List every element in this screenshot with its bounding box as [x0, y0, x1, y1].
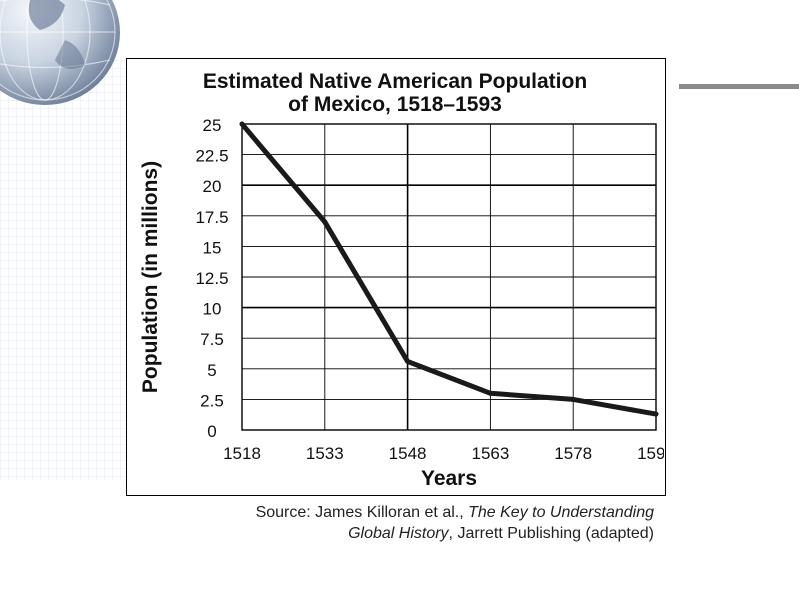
x-tick-label: 1533: [306, 444, 344, 463]
x-tick-label: 1563: [471, 444, 509, 463]
source-line-1: Source: James Killoran et al., The Key t…: [126, 502, 654, 523]
source-line-2: Global History, Jarrett Publishing (adap…: [126, 523, 654, 544]
x-tick-label: 1518: [223, 444, 261, 463]
data-point: [405, 359, 410, 364]
x-axis-label: Years: [421, 467, 477, 490]
y-tick-label: 15: [203, 238, 222, 257]
chart-title: Estimated Native American Population of …: [126, 70, 664, 116]
x-tick-label: 1578: [554, 444, 592, 463]
decorative-line: [679, 84, 799, 89]
x-tick-label: 1593: [637, 444, 664, 463]
y-axis-label: Population (in millions): [139, 161, 162, 393]
chart-title-line-1: Estimated Native American Population: [202, 70, 588, 93]
chart-title-line-2: of Mexico, 1518–1593: [288, 93, 502, 116]
population-line: [239, 121, 659, 417]
y-tick-label: 7.5: [200, 330, 224, 349]
y-tick-label: 22.5: [195, 147, 228, 166]
data-point: [570, 397, 576, 402]
data-point: [488, 390, 493, 396]
y-tick-label: 12.5: [195, 269, 228, 288]
y-tick-label: 17.5: [195, 208, 228, 227]
line-chart: 0 2.5 5 7.5 10 12.5 15 17.5 20 22.5 25 1518 1533 1548…: [139, 116, 664, 490]
y-tick-label: 20: [203, 177, 222, 196]
source-title-part-1: The Key to Understanding: [468, 504, 654, 521]
y-tick-label: 5: [207, 361, 216, 380]
source-suffix: , Jarrett Publishing (adapted): [448, 525, 654, 542]
y-tick-label: 2.5: [200, 391, 224, 410]
y-tick-label: 10: [203, 300, 222, 319]
y-tick-label: 0: [207, 422, 216, 441]
y-tick-label: 25: [203, 116, 222, 135]
source-citation: Source: James Killoran et al., The Key t…: [126, 502, 654, 544]
data-point: [653, 411, 659, 417]
source-title-part-2: Global History: [348, 525, 449, 542]
globe-icon: [0, 0, 120, 105]
data-point: [322, 219, 328, 225]
data-point: [239, 121, 245, 127]
source-prefix: Source: James Killoran et al.,: [255, 504, 469, 521]
x-tick-label: 1548: [389, 444, 427, 463]
